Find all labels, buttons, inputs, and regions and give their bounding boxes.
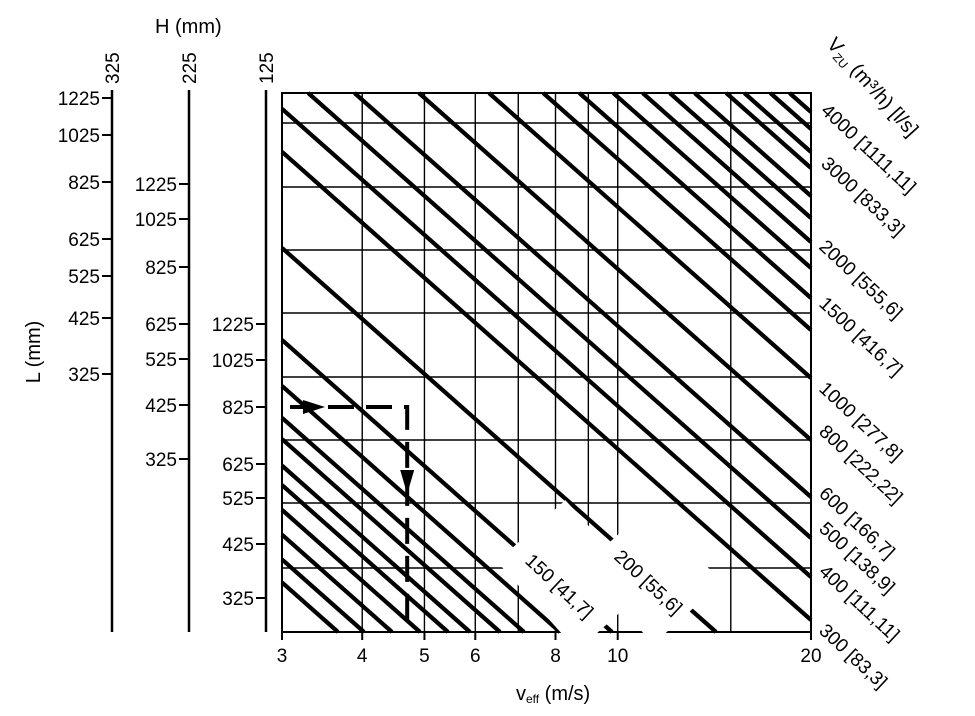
- dimension-scales: 3251225102582562552542532522512251025825…: [58, 52, 278, 632]
- dimension-tick-label: 825: [68, 173, 100, 194]
- flow-line: [541, 91, 813, 332]
- flow-lines: [280, 91, 813, 634]
- flow-line: [611, 91, 813, 270]
- dimension-tick-label: 625: [222, 455, 254, 476]
- flow-line: [768, 91, 813, 131]
- flow-line: [417, 91, 813, 442]
- flow-line: [742, 91, 813, 154]
- dimension-tick-label: 625: [145, 315, 177, 336]
- x-axis: 3 4 5 6 8 10 20: [277, 632, 822, 667]
- dimension-tick-label: 825: [222, 398, 254, 419]
- flow-line: [577, 91, 813, 300]
- flow-line: [280, 580, 340, 634]
- x-axis-title-main: v: [516, 683, 526, 705]
- flow-line: [280, 384, 562, 634]
- flow-line: [280, 557, 366, 634]
- dimension-tick-label: 425: [68, 309, 100, 330]
- l-axis-title: L (mm): [23, 321, 45, 384]
- flow-line: [280, 437, 502, 634]
- dimension-tick-label: 525: [68, 267, 100, 288]
- x-tick-label: 5: [419, 646, 430, 667]
- x-tick-label: 10: [607, 646, 628, 667]
- dimension-scale-header: 125: [257, 52, 278, 84]
- example-path: [290, 400, 415, 632]
- x-tick-label: 3: [277, 646, 288, 667]
- flow-line: [280, 533, 394, 634]
- chart-grid: [281, 92, 812, 633]
- x-axis-title-sub: eff: [526, 692, 540, 706]
- dimension-tick-label: 525: [222, 489, 254, 510]
- dimension-scale-header: 325: [103, 52, 124, 84]
- x-axis-title-unit: (m/s): [539, 683, 590, 705]
- dimension-scale-header: 225: [180, 52, 201, 84]
- label-mask: [497, 500, 646, 651]
- flow-line: [487, 91, 813, 380]
- x-tick-label: 4: [357, 646, 368, 667]
- flow-line: [280, 508, 422, 634]
- flow-line: [280, 464, 472, 634]
- flow-line: [641, 91, 813, 244]
- dimension-tick-label: 1225: [135, 175, 177, 196]
- example-arrow-right: [303, 400, 325, 414]
- dimension-tick-label: 625: [68, 230, 100, 251]
- dimension-tick-label: 1225: [58, 89, 100, 110]
- flow-line: [280, 150, 813, 622]
- dimension-tick-label: 325: [68, 365, 100, 386]
- flow-line: [280, 416, 526, 634]
- flow-line: [306, 91, 813, 540]
- dimension-tick-label: 1025: [58, 126, 100, 147]
- example-arrow-down: [400, 470, 415, 494]
- x-tick-label: 6: [470, 646, 481, 667]
- x-tick-label: 8: [550, 646, 561, 667]
- dimension-tick-label: 1025: [135, 210, 177, 231]
- x-axis-title: veff (m/s): [516, 683, 590, 706]
- flow-line: [280, 107, 813, 579]
- dimension-tick-label: 425: [145, 396, 177, 417]
- dimension-tick-label: 1025: [212, 351, 254, 372]
- example-path-line: [290, 405, 410, 632]
- x-tick-label: 20: [800, 646, 821, 667]
- dimension-tick-label: 1225: [212, 315, 254, 336]
- dimension-tick-label: 325: [222, 589, 254, 610]
- h-axis-title: H (mm): [155, 16, 222, 38]
- flow-line: [280, 483, 450, 634]
- flow-line: [693, 91, 813, 198]
- dimension-tick-label: 825: [145, 258, 177, 279]
- flow-line: [788, 91, 813, 114]
- dimension-tick-label: 425: [222, 535, 254, 556]
- dimension-tick-label: 325: [145, 450, 177, 471]
- plot-frame: [281, 92, 812, 633]
- flow-line: [353, 91, 813, 499]
- dimension-tick-label: 525: [145, 350, 177, 371]
- flow-line: [724, 91, 813, 170]
- label-mask: [583, 504, 722, 645]
- flow-line: [668, 91, 813, 220]
